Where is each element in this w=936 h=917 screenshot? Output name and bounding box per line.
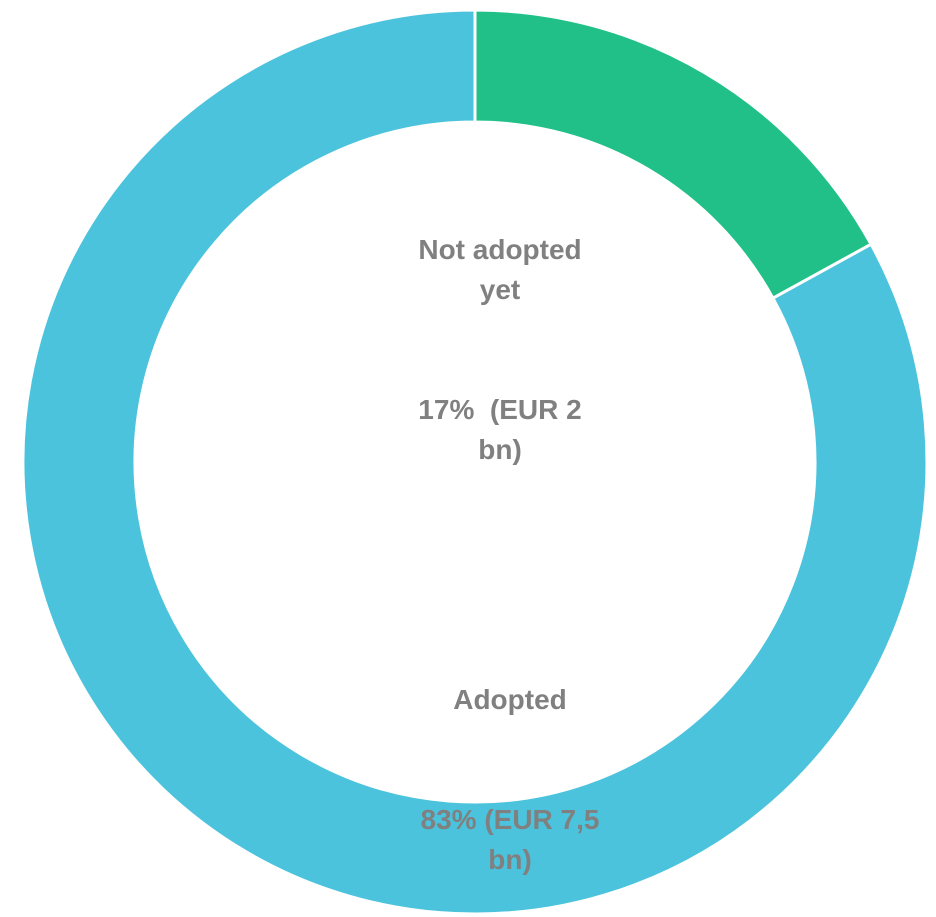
category-label: Not adopted yet bbox=[418, 234, 590, 305]
data-label: Adopted 83% (EUR 7,5 bn) bbox=[405, 600, 615, 917]
category-label: Adopted bbox=[453, 684, 567, 715]
donut-segment bbox=[21, 8, 929, 916]
data-label: Not adopted yet 17% (EUR 2 bn) bbox=[395, 150, 605, 550]
value-label: 83% (EUR 7,5 bn) bbox=[420, 804, 608, 875]
value-label: 17% (EUR 2 bn) bbox=[418, 394, 590, 465]
